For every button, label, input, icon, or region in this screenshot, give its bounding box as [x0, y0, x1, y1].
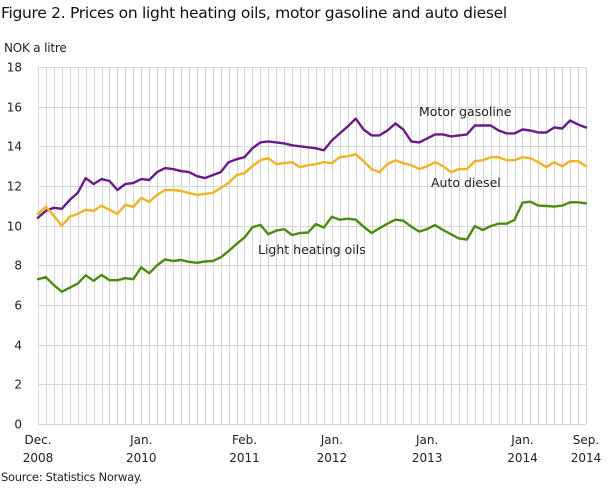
source-note: Source: Statistics Norway.: [1, 470, 143, 484]
y-tick-label: 18: [7, 61, 22, 75]
series-label-motor-gasoline: Motor gasoline: [419, 104, 512, 119]
y-axis-label: NOK a litre: [4, 41, 67, 55]
y-tick-label: 16: [7, 101, 22, 115]
y-tick-label: 10: [7, 220, 22, 234]
y-axis-ticks: 0 2 4 6 8 10 12 14 16 18: [7, 61, 22, 432]
x-tick-label-month: Feb.: [232, 433, 257, 447]
x-tick-label-month: Jan.: [510, 433, 533, 447]
x-tick-label-year: 2012: [317, 451, 348, 465]
series-line-light-heating-oils: [36, 200, 588, 293]
x-tick-label-year: 2011: [229, 451, 260, 465]
y-tick-label: 2: [14, 378, 22, 392]
series-line-motor-gasoline: [36, 117, 588, 219]
series-lines: [36, 117, 588, 293]
series-labels: Motor gasoline Auto diesel Light heating o…: [258, 104, 512, 257]
x-tick-label-year: 2010: [126, 451, 157, 465]
x-tick-label-month: Jan.: [415, 433, 438, 447]
chart-title: Figure 2. Prices on light heating oils, …: [1, 4, 507, 22]
y-tick-label: 8: [14, 259, 22, 273]
grid-lines: [38, 67, 587, 425]
x-tick-label-year: 2014: [571, 451, 602, 465]
y-tick-label: 4: [14, 339, 22, 353]
y-tick-label: 6: [14, 299, 22, 313]
series-label-auto-diesel: Auto diesel: [431, 175, 501, 190]
x-tick-label-year: 2008: [23, 451, 54, 465]
x-axis-ticks: Dec. 2008 Jan. 2010 Feb. 2011 Jan. 2012 Jan. 2013…: [23, 433, 602, 465]
x-tick-label-year: 2014: [507, 451, 538, 465]
series-line-auto-diesel: [36, 153, 588, 227]
x-tick-label-month: Dec.: [24, 433, 51, 447]
y-tick-label: 0: [14, 418, 22, 432]
x-tick-label-year: 2013: [412, 451, 443, 465]
y-tick-label: 12: [7, 180, 22, 194]
x-tick-label-month: Sep.: [573, 433, 599, 447]
y-tick-label: 14: [7, 140, 22, 154]
series-label-light-heating-oils: Light heating oils: [258, 242, 366, 257]
x-tick-label-month: Jan.: [320, 433, 343, 447]
x-tick-label-month: Jan.: [129, 433, 152, 447]
